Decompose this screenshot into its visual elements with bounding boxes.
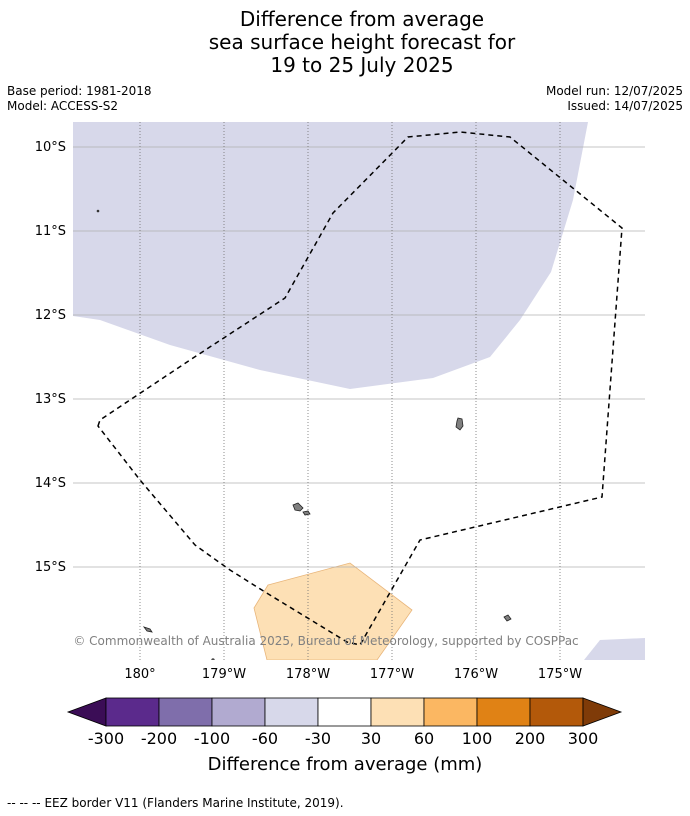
copyright-text: © Commonwealth of Australia 2025, Bureau… xyxy=(73,634,578,648)
eez-legend-text: EEZ border V11 (Flanders Marine Institut… xyxy=(44,796,344,810)
issued-date: Issued: 14/07/2025 xyxy=(567,99,683,113)
lon-label-180: 180° xyxy=(124,667,155,682)
meta-right: Model run: 12/07/2025 Issued: 14/07/2025 xyxy=(546,84,683,114)
meta-left: Base period: 1981-2018 Model: ACCESS-S2 xyxy=(7,84,152,114)
colorbar-tick-label: -30 xyxy=(305,729,331,748)
title-line-3: 19 to 25 July 2025 xyxy=(270,53,454,77)
island-tiny-south xyxy=(211,658,215,660)
island-tiny-north xyxy=(96,209,100,213)
model-run: Model run: 12/07/2025 xyxy=(545,84,683,98)
colorbar-segment xyxy=(264,697,319,727)
eez-legend-symbol: -- -- -- xyxy=(7,796,41,810)
colorbar-extend-high xyxy=(582,697,623,727)
negative-anomaly-region xyxy=(73,122,588,389)
base-period: Base period: 1981-2018 xyxy=(7,84,152,98)
lon-label-175w: 175°W xyxy=(538,667,582,682)
lat-label-15s: 15°S xyxy=(35,560,66,575)
model-name: Model: ACCESS-S2 xyxy=(7,99,119,113)
title-line-2: sea surface height forecast for xyxy=(208,30,516,54)
negative-anomaly-region-corner xyxy=(584,638,645,660)
colorbar-tick-label: 30 xyxy=(361,729,381,748)
lat-label-14s: 14°S xyxy=(35,476,66,491)
title-line-1: Difference from average xyxy=(239,7,485,31)
colorbar-segment xyxy=(105,697,160,727)
island-wallis xyxy=(455,417,464,431)
island-east xyxy=(503,614,512,622)
colorbar-tick-label: 300 xyxy=(568,729,599,748)
island-southwest xyxy=(142,626,153,633)
lon-label-178w: 178°W xyxy=(286,667,330,682)
eez-border xyxy=(97,131,623,646)
colorbar-title: Difference from average (mm) xyxy=(208,754,483,775)
lat-label-13s: 13°S xyxy=(35,392,66,407)
colorbar-tick-label: -300 xyxy=(88,729,124,748)
colorbar-tick-label: -200 xyxy=(141,729,177,748)
colorbar-segment xyxy=(423,697,478,727)
map-plot-area: © Commonwealth of Australia 2025, Bureau… xyxy=(73,122,645,660)
colorbar-segment xyxy=(476,697,531,727)
colorbar-segment xyxy=(370,697,425,727)
colorbar-tick-label: 200 xyxy=(515,729,546,748)
latitude-labels: 10°S 11°S 12°S 13°S 14°S 15°S xyxy=(35,140,66,575)
islands xyxy=(96,209,512,660)
colorbar-extend-low xyxy=(66,697,107,727)
positive-anomaly-region xyxy=(253,562,413,660)
lon-label-176w: 176°W xyxy=(454,667,498,682)
colorbar-tick-label: 100 xyxy=(462,729,493,748)
lon-label-179w: 179°W xyxy=(202,667,246,682)
lat-label-10s: 10°S xyxy=(35,140,66,155)
colorbar-segment xyxy=(158,697,213,727)
colorbar-segment xyxy=(317,697,372,727)
colorbar: -300 -200 -100 -60 -30 30 60 100 200 300 xyxy=(66,697,623,748)
latitude-gridlines xyxy=(73,146,645,568)
island-alofi xyxy=(302,510,311,516)
island-futuna xyxy=(292,502,304,512)
colorbar-segment xyxy=(529,697,584,727)
map-title: Difference from average sea surface heig… xyxy=(0,8,690,77)
colorbar-segment xyxy=(211,697,266,727)
lon-label-177w: 177°W xyxy=(370,667,414,682)
longitude-labels: 180° 179°W 178°W 177°W 176°W 175°W xyxy=(124,667,582,682)
colorbar-tick-label: -100 xyxy=(194,729,230,748)
lat-label-11s: 11°S xyxy=(35,224,66,239)
lat-label-12s: 12°S xyxy=(35,308,66,323)
colorbar-tick-label: -60 xyxy=(252,729,278,748)
footer-legend: -- -- -- EEZ border V11 (Flanders Marine… xyxy=(7,796,344,810)
colorbar-tick-label: 60 xyxy=(414,729,434,748)
